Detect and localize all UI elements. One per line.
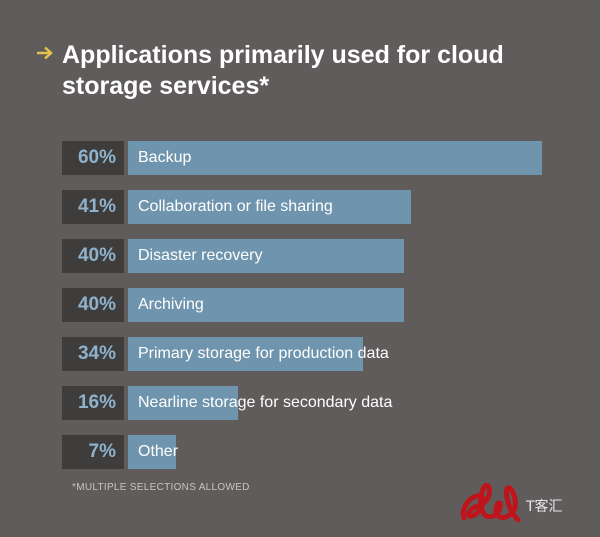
bar: [128, 288, 404, 322]
watermark: T客汇: [458, 480, 588, 528]
bar: [128, 386, 239, 420]
value-label: 41%: [62, 190, 124, 224]
arrow-right-icon: [37, 46, 53, 60]
value-label: 60%: [62, 141, 124, 175]
category-label: Nearline storage for secondary data: [138, 394, 393, 411]
category-label: Other: [138, 443, 179, 460]
value-label: 7%: [62, 435, 124, 469]
bar: [128, 435, 177, 469]
value-label: 40%: [62, 239, 124, 273]
value-label: 34%: [62, 337, 124, 371]
bar: [128, 337, 363, 371]
category-label: Collaboration or file sharing: [138, 198, 333, 215]
category-label: Disaster recovery: [138, 247, 263, 264]
brand-logo-icon: [460, 482, 521, 523]
bar: [128, 141, 542, 175]
chart-title: Applications primarily used for cloud st…: [62, 41, 504, 100]
category-label: Primary storage for production data: [138, 345, 389, 362]
footnote: *MULTIPLE SELECTIONS ALLOWED: [72, 482, 250, 493]
category-label: Archiving: [138, 296, 204, 313]
value-label: 16%: [62, 386, 124, 420]
bar: [128, 190, 411, 224]
category-label: Backup: [138, 149, 192, 166]
value-label: 40%: [62, 288, 124, 322]
watermark-text: T客汇: [526, 499, 563, 515]
bar: [128, 239, 404, 273]
